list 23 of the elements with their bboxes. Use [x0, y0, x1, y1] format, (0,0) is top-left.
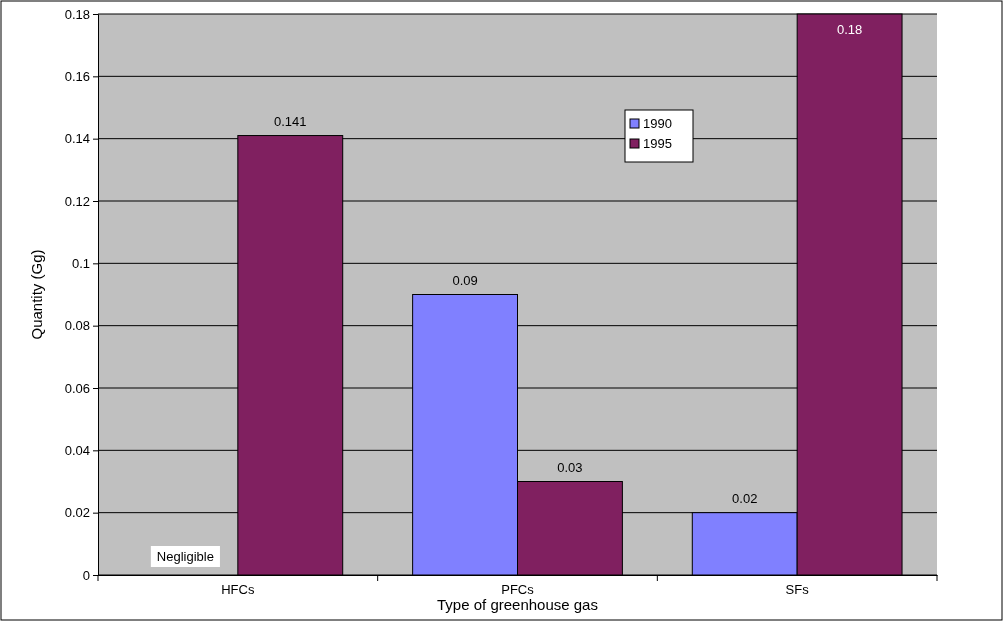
y-tick-label: 0.14 [64, 131, 90, 147]
y-tick-label: 0.08 [64, 318, 90, 334]
y-tick-label: 0.06 [64, 380, 90, 396]
y-tick-label: 0.1 [71, 255, 90, 271]
x-tick-label: PFCs [501, 581, 535, 597]
data-label: 0.02 [732, 490, 758, 506]
y-axis-title: Quantity (Gg) [28, 249, 45, 340]
annotation: Negligible [156, 549, 214, 564]
legend-label: 1995 [643, 136, 672, 151]
y-tick-label: 0.18 [64, 6, 90, 22]
x-axis-title: Type of greenhouse gas [437, 596, 598, 613]
y-tick-label: 0.02 [64, 505, 90, 521]
y-tick-label: 0.16 [64, 68, 90, 84]
y-tick-label: 0.04 [64, 442, 90, 458]
data-label: 0.18 [836, 22, 863, 37]
data-label: 0.03 [557, 459, 583, 475]
y-tick-label: 0 [82, 567, 90, 583]
x-tick-label: HFCs [221, 581, 255, 597]
data-label: 0.09 [452, 272, 478, 288]
x-tick-label: SFs [785, 581, 810, 597]
legend-label: 1990 [643, 116, 672, 131]
data-label: 0.141 [274, 113, 307, 129]
y-tick-label: 0.12 [64, 193, 90, 209]
